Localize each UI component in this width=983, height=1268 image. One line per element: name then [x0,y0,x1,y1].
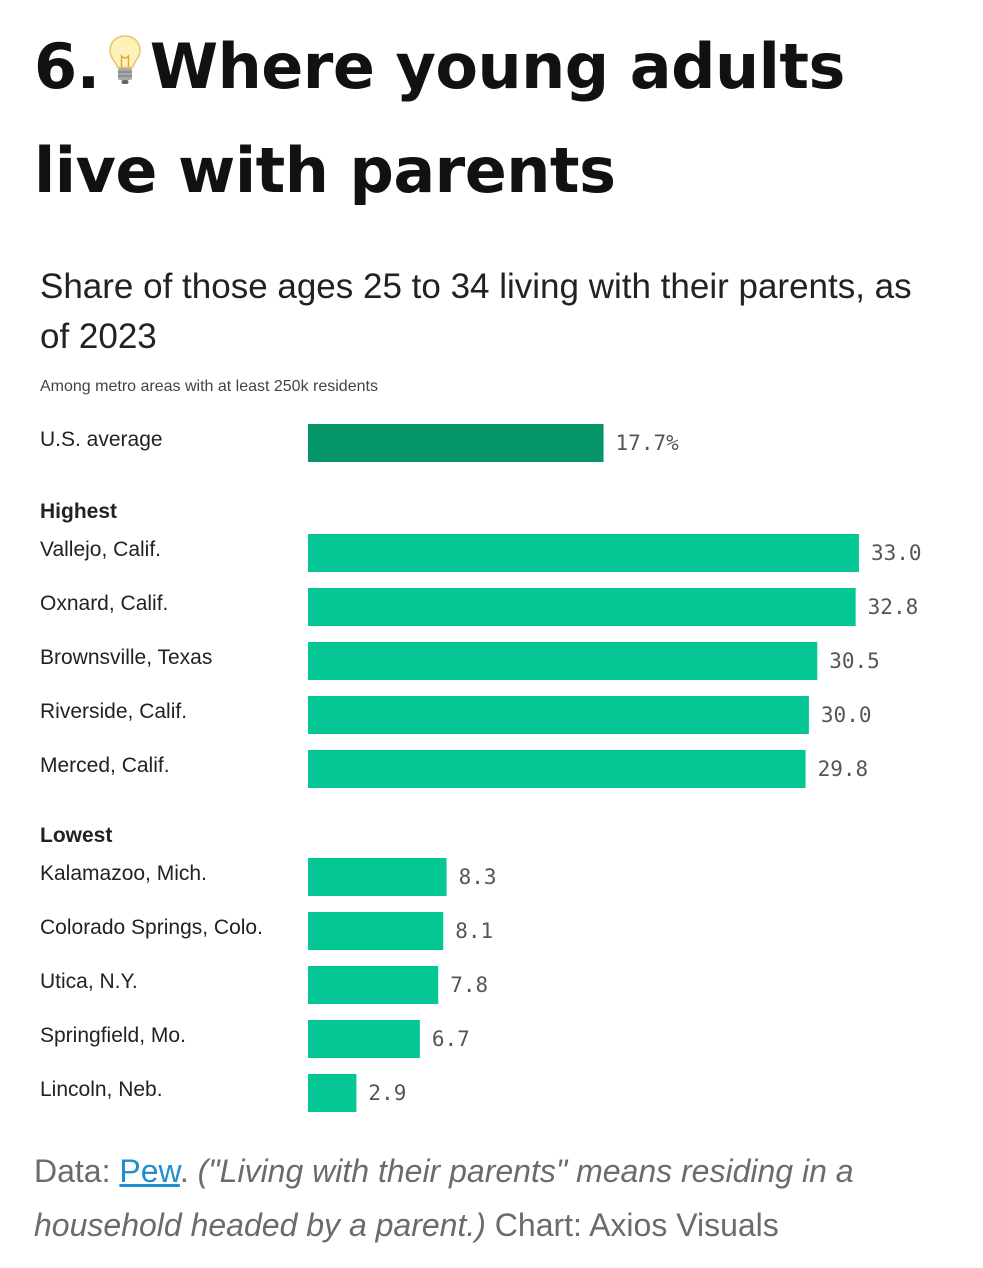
category-label: Oxnard, Calif. [40,592,169,615]
footer-after-link: . [179,1153,198,1189]
footer-data-prefix: Data: [34,1153,120,1189]
bar [308,1074,357,1112]
value-label: 17.7% [616,431,680,455]
footer-note: ("Living with their parents" means resid… [34,1153,854,1243]
lightbulb-icon [108,18,142,112]
bar [308,858,447,896]
value-label: 8.1 [455,919,493,943]
heading-number: 6. [34,30,100,104]
bar [308,750,806,788]
category-label: Brownsville, Texas [40,646,213,669]
heading-text-line2: live with parents [34,134,616,207]
bar [308,642,818,680]
bar [308,912,444,950]
chart-title: Share of those ages 25 to 34 living with… [40,267,912,356]
category-label: Lincoln, Neb. [40,1078,163,1101]
bar [308,1020,420,1058]
bar [308,696,809,734]
bar-chart: 17.7% 33.0 32.8 30.5 30.0 29.8 8.3 8.1 7.8 6.7 2.9 [308,424,922,1112]
category-label: Riverside, Calif. [40,700,188,723]
category-label: Colorado Springs, Colo. [40,916,263,939]
category-label: Springfield, Mo. [40,1024,186,1047]
bar [308,534,859,572]
heading-text-line1: Where young adults [149,30,846,104]
value-label: 6.7 [432,1027,470,1051]
category-label: Merced, Calif. [40,754,170,777]
value-label: 30.0 [821,703,872,727]
chart-subtitle: Among metro areas with at least 250k res… [40,378,378,395]
category-label: Utica, N.Y. [40,970,138,993]
value-label: 29.8 [818,757,869,781]
bar [308,588,856,626]
category-label: Kalamazoo, Mich. [40,862,207,885]
value-label: 8.3 [459,865,497,889]
chart-footer: Data: Pew. ("Living with their parents" … [34,1144,964,1252]
group-label-lowest: Lowest [40,824,113,847]
average-label: U.S. average [40,428,163,451]
value-label: 33.0 [871,541,922,565]
group-label-highest: Highest [40,500,118,523]
value-label: 7.8 [450,973,488,997]
footer-credit: Chart: Axios Visuals [485,1207,779,1243]
bar [308,424,604,462]
value-label: 32.8 [868,595,919,619]
source-link[interactable]: Pew [119,1153,180,1189]
bar [308,966,439,1004]
page-heading: 6. Where young adults live with parents [34,18,954,218]
category-label: Vallejo, Calif. [40,538,161,561]
value-label: 30.5 [829,649,880,673]
value-label: 2.9 [368,1081,406,1105]
